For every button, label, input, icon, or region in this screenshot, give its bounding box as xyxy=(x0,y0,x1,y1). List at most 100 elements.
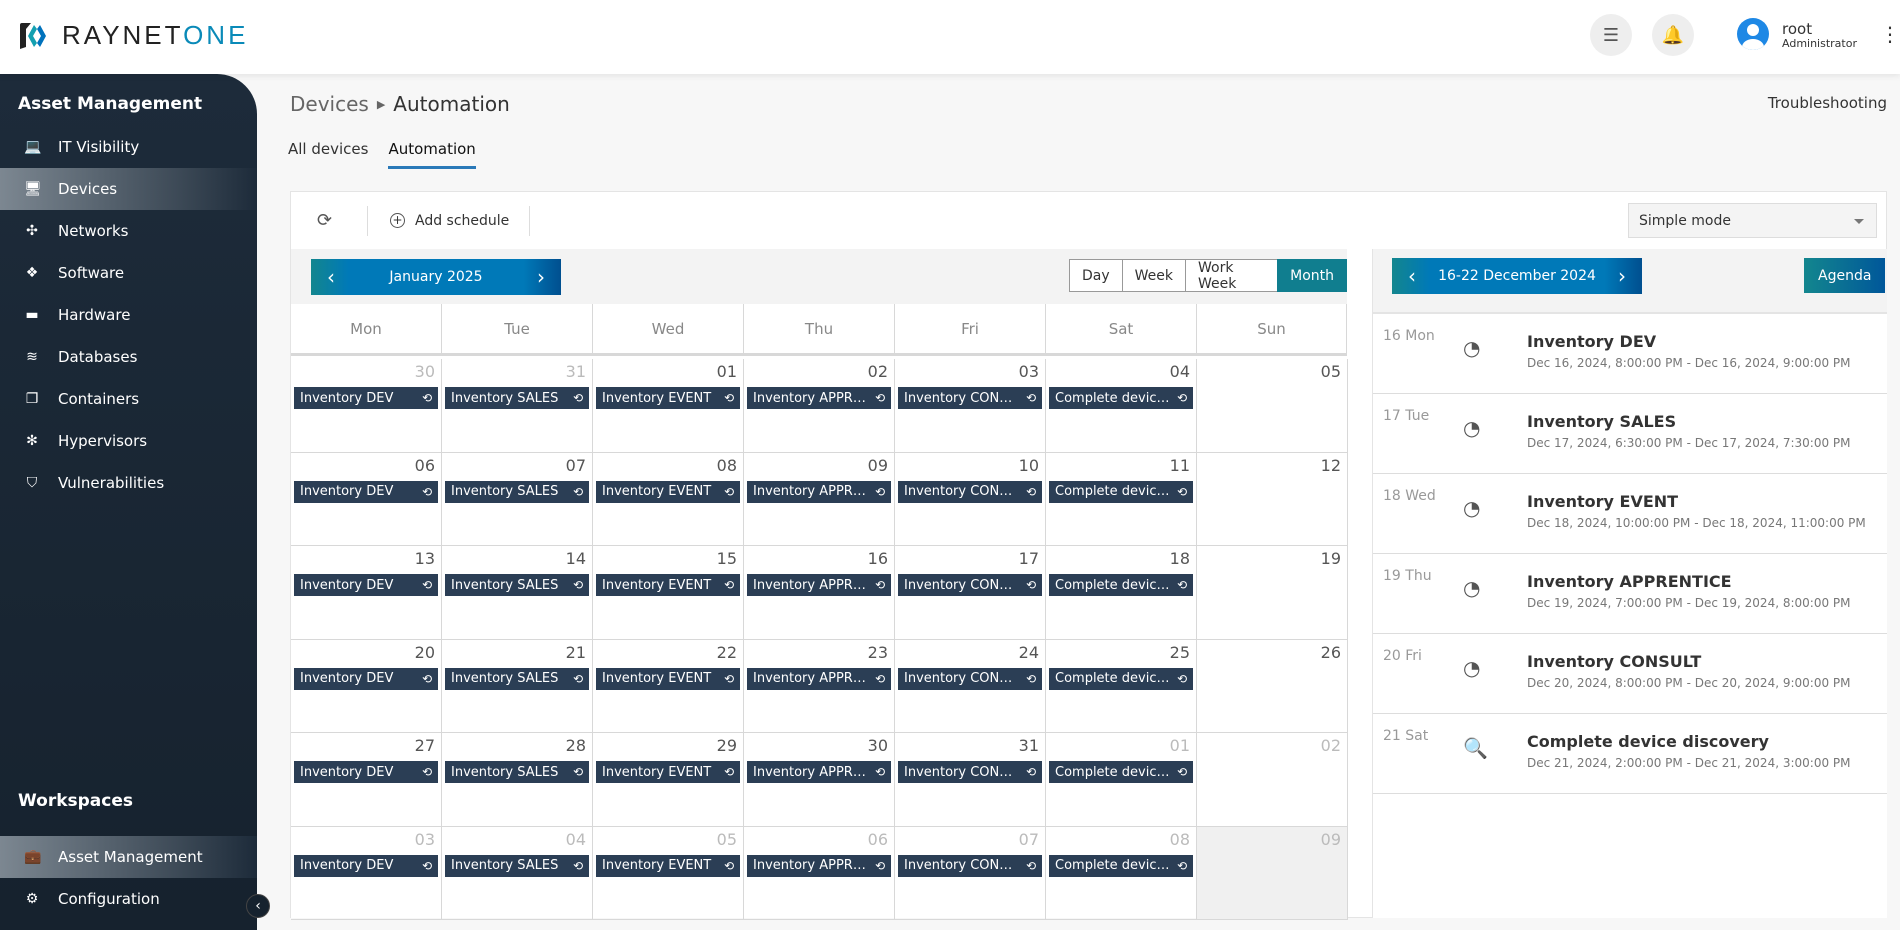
sidebar-item-hypervisors[interactable]: ✻ Hypervisors xyxy=(0,420,257,462)
day-cell[interactable]: 06 Inventory APPRENTICE ⟲ xyxy=(744,826,895,920)
day-cell[interactable]: 30 Inventory DEV ⟲ xyxy=(291,359,442,453)
agenda-item[interactable]: 21 Sat 🔍 Complete device discovery Dec 21, … xyxy=(1373,714,1887,794)
sidebar-item-containers[interactable]: ❐ Containers xyxy=(0,378,257,420)
chevron-left-icon[interactable]: ‹ xyxy=(1408,264,1416,288)
calendar-event[interactable]: Inventory DEV ⟲ xyxy=(294,574,438,596)
day-cell[interactable]: 24 Inventory CONSULT ⟲ xyxy=(895,639,1046,733)
view-week-button[interactable]: Week xyxy=(1121,259,1187,292)
agenda-view-button[interactable]: Agenda xyxy=(1804,258,1886,293)
day-cell[interactable]: 28 Inventory SALES ⟲ xyxy=(442,733,593,827)
add-schedule-button[interactable]: + Add schedule xyxy=(390,213,509,229)
chevron-right-icon[interactable]: › xyxy=(1618,264,1626,288)
day-cell[interactable]: 05 Inventory EVENT ⟲ xyxy=(593,826,744,920)
calendar-event[interactable]: Inventory EVENT ⟲ xyxy=(596,761,740,783)
kebab-menu-icon[interactable]: ⋮ xyxy=(1880,22,1900,46)
day-cell[interactable]: 08 Complete device discovery ⟲ xyxy=(1046,826,1197,920)
day-cell[interactable]: 25 Complete device discovery ⟲ xyxy=(1046,639,1197,733)
agenda-item[interactable]: 16 Mon ◔ Inventory DEV Dec 16, 2024, 8:00:0… xyxy=(1373,314,1887,394)
calendar-event[interactable]: Inventory APPRENTICE ⟲ xyxy=(747,574,891,596)
calendar-event[interactable]: Complete device discovery ⟲ xyxy=(1049,667,1193,690)
calendar-event[interactable]: Inventory APPRENTICE ⟲ xyxy=(747,387,891,409)
calendar-event[interactable]: Inventory DEV ⟲ xyxy=(294,667,438,690)
agenda-item[interactable]: 17 Tue ◔ Inventory SALES Dec 17, 2024, 6:30… xyxy=(1373,394,1887,474)
calendar-event[interactable]: Inventory DEV ⟲ xyxy=(294,761,438,783)
collapse-sidebar-button[interactable]: ‹ xyxy=(246,894,270,918)
logo[interactable]: RAYNETONE xyxy=(18,20,248,51)
calendar-event[interactable]: Inventory CONSULT ⟲ xyxy=(898,667,1042,690)
sidebar-item-software[interactable]: ❖ Software xyxy=(0,252,257,294)
day-cell[interactable]: 04 Complete device discovery ⟲ xyxy=(1046,359,1197,453)
view-day-button[interactable]: Day xyxy=(1069,259,1123,292)
workspace-configuration[interactable]: ⚙ Configuration xyxy=(0,878,257,920)
calendar-event[interactable]: Inventory EVENT ⟲ xyxy=(596,387,740,409)
calendar-event[interactable]: Inventory DEV ⟲ xyxy=(294,854,438,877)
calendar-event[interactable]: Inventory EVENT ⟲ xyxy=(596,854,740,877)
calendar-event[interactable]: Complete device discovery ⟲ xyxy=(1049,761,1193,783)
day-cell[interactable]: 11 Complete device discovery ⟲ xyxy=(1046,452,1197,546)
calendar-event[interactable]: Inventory CONSULT ⟲ xyxy=(898,761,1042,783)
calendar-event[interactable]: Inventory CONSULT ⟲ xyxy=(898,574,1042,596)
sidebar-item-databases[interactable]: ≋ Databases xyxy=(0,336,257,378)
day-cell[interactable]: 07 Inventory CONSULT ⟲ xyxy=(895,826,1046,920)
agenda-item[interactable]: 20 Fri ◔ Inventory CONSULT Dec 20, 2024, 8:… xyxy=(1373,634,1887,714)
view-work-week-button[interactable]: Work Week xyxy=(1185,259,1279,292)
calendar-event[interactable]: Inventory EVENT ⟲ xyxy=(596,574,740,596)
day-cell[interactable]: 06 Inventory DEV ⟲ xyxy=(291,452,442,546)
day-cell[interactable]: 02 xyxy=(1197,733,1348,827)
day-cell[interactable]: 15 Inventory EVENT ⟲ xyxy=(593,546,744,640)
calendar-event[interactable]: Inventory CONSULT ⟲ xyxy=(898,480,1042,503)
calendar-event[interactable]: Complete device discovery ⟲ xyxy=(1049,854,1193,877)
chevron-left-icon[interactable]: ‹ xyxy=(327,265,335,289)
day-cell[interactable]: 01 Inventory EVENT ⟲ xyxy=(593,359,744,453)
day-cell[interactable]: 05 xyxy=(1197,359,1348,453)
troubleshooting-link[interactable]: Troubleshooting xyxy=(1767,94,1887,112)
calendar-event[interactable]: Inventory APPRENTICE ⟲ xyxy=(747,667,891,690)
day-cell[interactable]: 31 Inventory SALES ⟲ xyxy=(442,359,593,453)
refresh-icon[interactable]: ⟳ xyxy=(317,210,333,231)
calendar-event[interactable]: Inventory CONSULT ⟲ xyxy=(898,387,1042,409)
day-cell[interactable]: 09 xyxy=(1197,826,1348,920)
day-cell[interactable]: 27 Inventory DEV ⟲ xyxy=(291,733,442,827)
calendar-event[interactable]: Inventory APPRENTICE ⟲ xyxy=(747,761,891,783)
sidebar-item-devices[interactable]: 🖥 Devices xyxy=(0,168,257,210)
chevron-right-icon[interactable]: › xyxy=(537,265,545,289)
day-cell[interactable]: 30 Inventory APPRENTICE ⟲ xyxy=(744,733,895,827)
sidebar-item-hardware[interactable]: ▬ Hardware xyxy=(0,294,257,336)
calendar-event[interactable]: Inventory SALES ⟲ xyxy=(445,387,589,409)
calendar-event[interactable]: Complete device discovery ⟲ xyxy=(1049,480,1193,503)
day-cell[interactable]: 31 Inventory CONSULT ⟲ xyxy=(895,733,1046,827)
day-cell[interactable]: 03 Inventory CONSULT ⟲ xyxy=(895,359,1046,453)
day-cell[interactable]: 09 Inventory APPRENTICE ⟲ xyxy=(744,452,895,546)
day-cell[interactable]: 20 Inventory DEV ⟲ xyxy=(291,639,442,733)
calendar-event[interactable]: Inventory SALES ⟲ xyxy=(445,574,589,596)
day-cell[interactable]: 01 Complete device discovery ⟲ xyxy=(1046,733,1197,827)
calendar-event[interactable]: Complete device discovery ⟲ xyxy=(1049,574,1193,596)
calendar-event[interactable]: Inventory APPRENTICE ⟲ xyxy=(747,854,891,877)
day-cell[interactable]: 22 Inventory EVENT ⟲ xyxy=(593,639,744,733)
user-name[interactable]: root xyxy=(1782,20,1813,38)
day-cell[interactable]: 03 Inventory DEV ⟲ xyxy=(291,826,442,920)
calendar-event[interactable]: Inventory CONSULT ⟲ xyxy=(898,854,1042,877)
bell-icon[interactable]: 🔔 xyxy=(1652,14,1694,56)
workspace-asset-management[interactable]: 💼 Asset Management xyxy=(0,836,257,878)
day-cell[interactable]: 18 Complete device discovery ⟲ xyxy=(1046,546,1197,640)
calendar-event[interactable]: Inventory EVENT ⟲ xyxy=(596,480,740,503)
tab-all-devices[interactable]: All devices xyxy=(288,140,369,158)
day-cell[interactable]: 26 xyxy=(1197,639,1348,733)
day-cell[interactable]: 14 Inventory SALES ⟲ xyxy=(442,546,593,640)
sidebar-item-it-visibility[interactable]: 💻 IT Visibility xyxy=(0,126,257,168)
sidebar-item-vulnerabilities[interactable]: ⛉ Vulnerabilities xyxy=(0,462,257,504)
day-cell[interactable]: 17 Inventory CONSULT ⟲ xyxy=(895,546,1046,640)
calendar-title[interactable]: January 2025 xyxy=(389,269,483,285)
calendar-event[interactable]: Inventory SALES ⟲ xyxy=(445,854,589,877)
day-cell[interactable]: 10 Inventory CONSULT ⟲ xyxy=(895,452,1046,546)
day-cell[interactable]: 07 Inventory SALES ⟲ xyxy=(442,452,593,546)
day-cell[interactable]: 12 xyxy=(1197,452,1348,546)
view-month-button[interactable]: Month xyxy=(1277,259,1347,292)
breadcrumb-devices[interactable]: Devices xyxy=(290,92,369,116)
day-cell[interactable]: 08 Inventory EVENT ⟲ xyxy=(593,452,744,546)
sidebar-item-networks[interactable]: ✣ Networks xyxy=(0,210,257,252)
day-cell[interactable]: 02 Inventory APPRENTICE ⟲ xyxy=(744,359,895,453)
agenda-item[interactable]: 18 Wed ◔ Inventory EVENT Dec 18, 2024, 10:0… xyxy=(1373,474,1887,554)
avatar[interactable] xyxy=(1737,18,1769,50)
